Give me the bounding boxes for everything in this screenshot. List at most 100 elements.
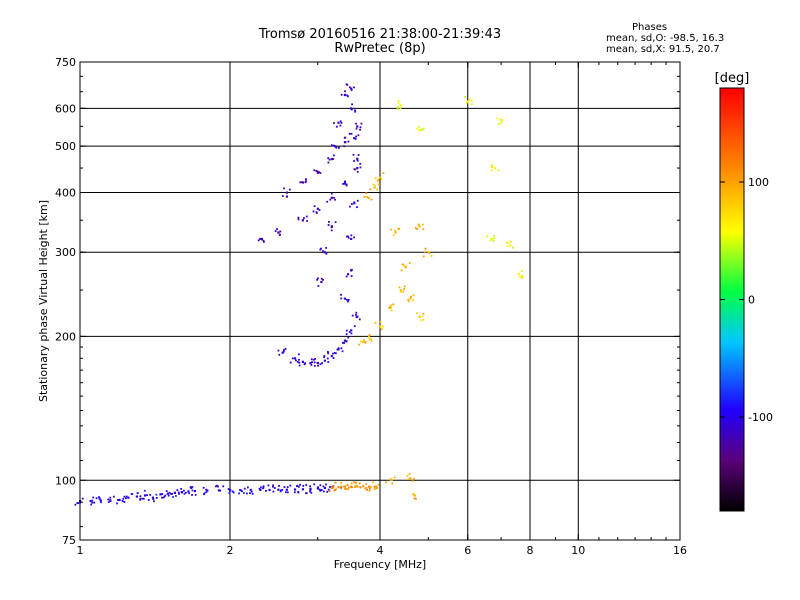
echo-scatter	[396, 105, 399, 108]
echo-scatter	[413, 494, 416, 497]
echo-scatter	[107, 498, 110, 501]
echo-scatter	[377, 483, 380, 486]
echo-scatter	[350, 275, 353, 277]
echo-scatter	[262, 485, 265, 488]
echo-scatter	[243, 487, 246, 490]
echo-scatter	[347, 336, 350, 339]
echo-scatter	[391, 482, 394, 485]
echo-scatter	[368, 489, 371, 492]
echo-scatter	[340, 347, 343, 350]
echo-scatter	[430, 255, 433, 257]
echo-scatter	[319, 172, 322, 174]
echo-point	[323, 251, 327, 254]
echo-scatter	[305, 215, 308, 218]
echo-scatter	[423, 250, 426, 253]
echo-scatter	[262, 487, 264, 490]
echo-scatter	[340, 93, 343, 96]
echo-scatter	[257, 239, 260, 242]
echo-scatter	[330, 226, 333, 229]
echo-scatter	[356, 159, 359, 162]
echo-scatter	[422, 255, 425, 258]
echo-point	[379, 176, 382, 179]
echo-scatter	[408, 262, 411, 264]
echo-scatter	[348, 205, 351, 208]
echo-point	[281, 351, 284, 354]
echo-scatter	[191, 486, 194, 488]
echo-scatter	[343, 342, 346, 344]
echo-scatter	[173, 492, 176, 494]
echo-scatter	[412, 294, 415, 297]
chart-title: Tromsø 20160516 21:38:00-21:39:43	[258, 27, 502, 42]
echo-scatter	[303, 217, 305, 220]
echo-scatter	[214, 485, 217, 488]
echo-scatter	[365, 486, 368, 489]
echo-scatter	[337, 347, 340, 350]
echo-scatter	[375, 485, 378, 488]
echo-scatter	[471, 103, 473, 106]
echo-scatter	[490, 164, 493, 167]
echo-point	[301, 360, 305, 363]
echo-scatter	[356, 206, 358, 209]
echo-scatter	[354, 110, 357, 113]
echo-scatter	[342, 341, 344, 344]
echo-point	[293, 357, 297, 360]
echo-scatter	[506, 245, 509, 248]
echo-scatter	[492, 239, 495, 242]
echo-scatter	[416, 227, 419, 230]
echo-scatter	[161, 493, 164, 496]
echo-scatter	[122, 497, 125, 500]
echo-scatter	[180, 491, 183, 494]
echo-scatter	[392, 303, 395, 306]
echo-scatter	[350, 234, 353, 237]
echo-scatter	[332, 357, 335, 360]
echo-scatter	[333, 122, 335, 124]
echo-scatter	[334, 481, 337, 484]
echo-scatter	[521, 269, 523, 272]
echo-scatter	[319, 489, 322, 492]
echo-scatter	[305, 180, 307, 183]
echo-scatter	[262, 241, 265, 243]
echo-point	[277, 488, 280, 491]
echo-scatter	[519, 276, 521, 278]
echo-scatter	[353, 160, 355, 162]
echo-scatter	[411, 480, 414, 483]
echo-scatter	[355, 485, 358, 487]
echo-scatter	[95, 497, 98, 500]
echo-scatter	[353, 325, 356, 328]
echo-scatter	[374, 321, 377, 324]
echo-scatter	[318, 209, 321, 212]
echo-scatter	[368, 338, 371, 340]
y-axis-label: Stationary phase Virtual Height [km]	[37, 200, 50, 402]
echo-point	[350, 237, 353, 241]
echo-point	[316, 487, 319, 490]
echo-scatter	[279, 490, 282, 493]
echo-scatter	[319, 248, 322, 251]
x-tick-label: 2	[227, 544, 234, 557]
echo-scatter	[332, 486, 335, 489]
echo-scatter	[77, 502, 80, 505]
echo-scatter	[146, 494, 148, 497]
echo-scatter	[390, 228, 393, 231]
echo-scatter	[305, 484, 308, 486]
echo-scatter	[285, 195, 288, 198]
echo-point	[418, 225, 421, 228]
echo-scatter	[321, 362, 324, 365]
echo-scatter	[355, 127, 358, 130]
echo-point	[143, 494, 147, 497]
y-tick-label: 200	[55, 330, 76, 343]
echo-scatter	[205, 491, 208, 493]
echo-scatter	[346, 298, 348, 301]
echo-scatter	[272, 484, 275, 487]
echo-scatter	[306, 220, 308, 222]
echo-scatter	[421, 128, 424, 131]
echo-scatter	[403, 288, 405, 290]
echo-scatter	[312, 358, 315, 361]
echo-scatter	[345, 340, 348, 343]
echo-scatter	[125, 497, 127, 500]
echo-scatter	[344, 487, 346, 490]
echo-scatter	[327, 161, 330, 164]
echo-point	[285, 191, 288, 194]
echo-scatter	[344, 90, 346, 93]
echo-scatter	[177, 491, 180, 494]
echo-scatter	[302, 484, 305, 487]
